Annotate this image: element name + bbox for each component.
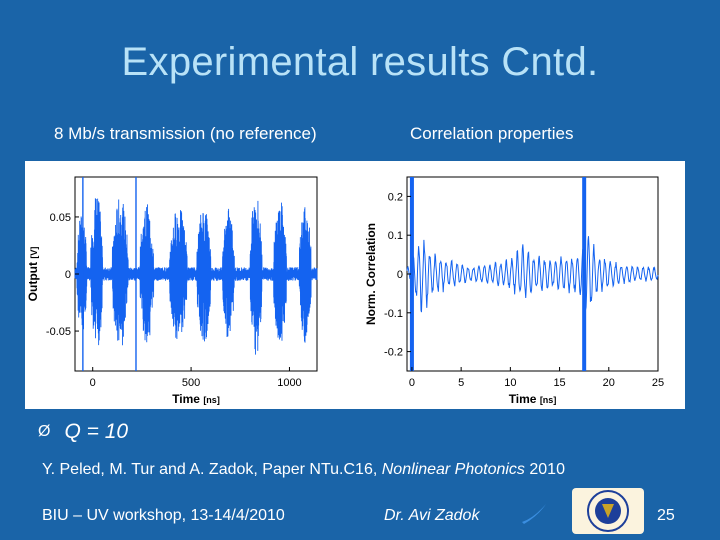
citation-venue: Nonlinear Photonics: [381, 461, 525, 478]
university-seal-icon: [587, 490, 629, 532]
citation-authors: Y. Peled, M. Tur and A. Zadok, Paper NTu…: [42, 461, 382, 478]
right-y-tick-label-3: 0: [397, 269, 403, 281]
left-x-axis-label: Time [ns]: [172, 392, 220, 406]
left-plot-caption: 8 Mb/s transmission (no reference): [54, 124, 317, 143]
right-x-tick-label-2: 5: [458, 377, 464, 389]
slide-title: Experimental results Cntd.: [121, 40, 599, 84]
right-x-axis-label: Time [ns]: [509, 392, 557, 406]
left-y-tick-label-2: 0: [65, 269, 71, 281]
footer-author: Dr. Avi Zadok: [384, 507, 480, 524]
left-x-tick-label-1: 0: [90, 377, 96, 389]
left-y-axis-label: Output [V]: [26, 247, 40, 302]
citation-year: 2010: [524, 461, 565, 478]
left-signal-series: [74, 198, 318, 355]
right-x-tick-label-6: 25: [652, 377, 664, 389]
figure-panel: 0 500 1000 0.05 0 -0.05 Time [ns] Output [V] 0 5 1…: [25, 161, 685, 409]
right-x-axis-unit: [ns]: [540, 395, 557, 405]
right-correlation-peak-2: [582, 177, 587, 371]
right-correlation-series: [406, 236, 659, 313]
right-plot-caption: Correlation properties: [410, 124, 574, 143]
right-x-tick-label-1: 0: [409, 377, 415, 389]
citation: Y. Peled, M. Tur and A. Zadok, Paper NTu…: [42, 461, 565, 479]
footer-event: BIU – UV workshop, 13-14/4/2010: [42, 507, 285, 524]
right-y-tick-label-1: 0.2: [388, 191, 403, 203]
left-x-axis-unit: [ns]: [203, 395, 220, 405]
right-x-tick-label-3: 10: [504, 377, 516, 389]
bullet-arrow-icon: Ø: [38, 423, 51, 440]
right-correlation-peak-1: [409, 177, 414, 371]
bullet-text: Q = 10: [64, 420, 129, 443]
swoosh-icon: [522, 504, 546, 524]
right-y-tick-label-4: -0.1: [384, 308, 403, 320]
figure-svg: 0 500 1000 0.05 0 -0.05 Time [ns] Output [V] 0 5 1…: [26, 176, 664, 406]
bullet-line: Ø Q = 10: [38, 420, 128, 444]
left-y-axis-unit: [V]: [29, 247, 39, 259]
left-x-tick-label-3: 1000: [277, 377, 301, 389]
left-x-tick-label-2: 500: [182, 377, 200, 389]
right-y-axis-label: Norm. Correlation: [364, 223, 378, 325]
university-logo: [572, 488, 644, 534]
left-y-tick-label-3: -0.05: [46, 326, 71, 338]
right-y-tick-label-5: -0.2: [384, 347, 403, 359]
slide-number: 25: [657, 507, 675, 524]
right-x-tick-label-5: 20: [603, 377, 615, 389]
right-x-tick-label-4: 15: [553, 377, 565, 389]
right-y-tick-label-2: 0.1: [388, 230, 403, 242]
left-y-tick-label-1: 0.05: [50, 212, 71, 224]
